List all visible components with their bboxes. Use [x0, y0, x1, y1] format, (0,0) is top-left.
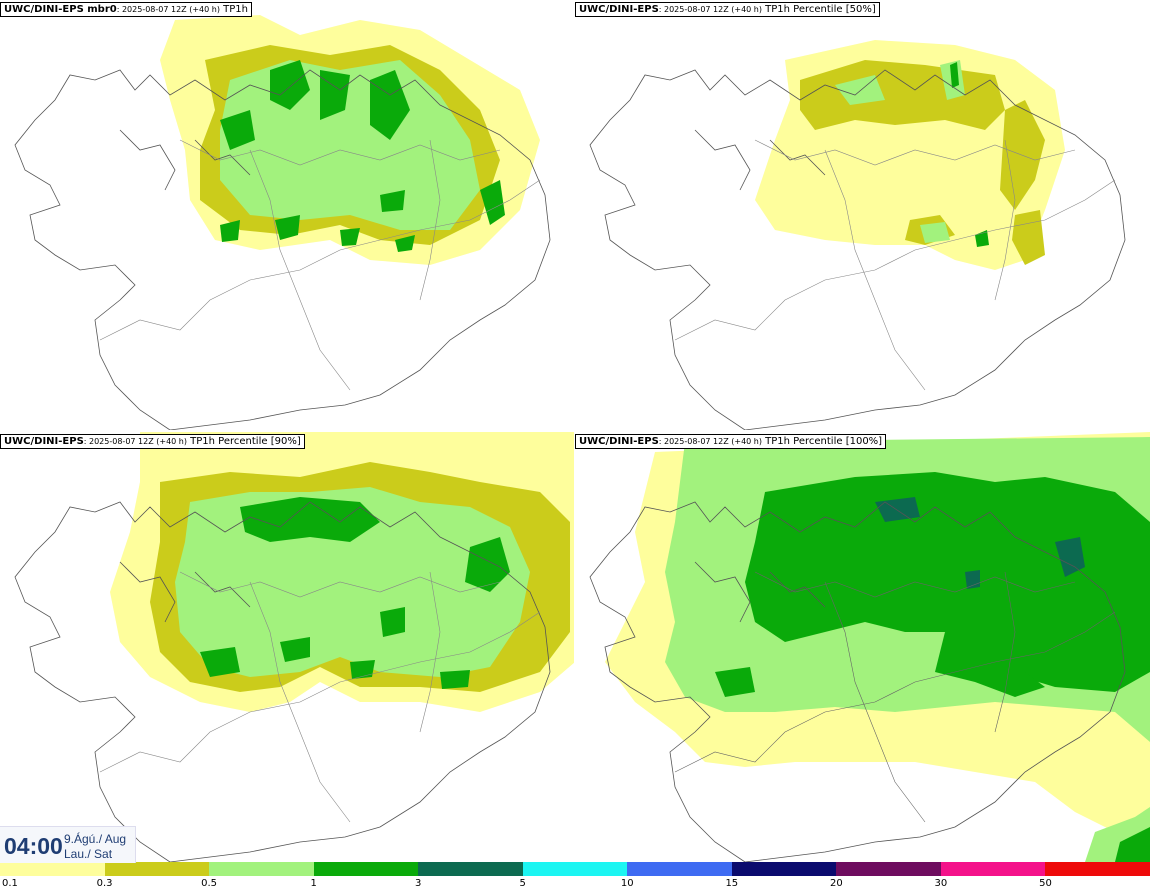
panel-divider: [0, 430, 1150, 432]
coastline: [589, 69, 1126, 430]
legend-ticks: 0.1 0.3 0.5 1 3 5 10 15 20 30 50: [0, 876, 1150, 891]
legend-swatch: [940, 862, 1046, 876]
legend-tick-label: 0.3: [96, 878, 113, 889]
precipitation-map: [589, 432, 1150, 862]
roads: [99, 139, 541, 391]
legend-tick-label: 20: [829, 878, 843, 889]
legend-tick-label: 1: [310, 878, 317, 889]
legend-tick-label: 30: [934, 878, 948, 889]
roads: [674, 139, 1116, 391]
map-panel-p90: UWC/DINI-EPS: 2025-08-07 12Z (+40 h) TP1…: [0, 432, 575, 862]
legend-tick-label: 10: [620, 878, 634, 889]
roads: [99, 571, 541, 823]
panel-title: UWC/DINI-EPS: 2025-08-07 12Z (+40 h) TP1…: [575, 434, 887, 449]
coastline: [14, 69, 551, 430]
precipitation-map: [14, 432, 575, 862]
valid-day: Lau./ Sat: [64, 847, 113, 861]
precipitation-map: [589, 40, 1126, 430]
panel-title: UWC/DINI-EPS mbr0: 2025-08-07 12Z (+40 h…: [0, 2, 252, 17]
precip-field: [160, 15, 540, 265]
coastline: [14, 501, 551, 862]
legend-tick-label: 5: [519, 878, 526, 889]
roads: [674, 571, 1116, 823]
legend-swatch: [104, 862, 210, 876]
legend-swatch: [418, 862, 523, 876]
panel-title: UWC/DINI-EPS: 2025-08-07 12Z (+40 h) TP1…: [575, 2, 880, 17]
precip-legend: 0.1 0.3 0.5 1 3 5 10 15 20 30 50: [0, 862, 1150, 891]
legend-swatch: [313, 862, 419, 876]
panel-title: UWC/DINI-EPS: 2025-08-07 12Z (+40 h) TP1…: [0, 434, 305, 449]
legend-swatch: [836, 862, 941, 876]
map-panel-p50: UWC/DINI-EPS: 2025-08-07 12Z (+40 h) TP1…: [575, 0, 1150, 430]
legend-tick-label: 50: [1039, 878, 1052, 889]
precipitation-map: [14, 15, 551, 430]
legend-swatch: [522, 862, 628, 876]
valid-hour: 04:00: [4, 833, 63, 859]
coastline: [589, 501, 1126, 862]
precip-field: [605, 432, 1150, 862]
legend-swatch: [209, 862, 314, 876]
legend-swatches: [0, 862, 1150, 876]
map-panel-p100: UWC/DINI-EPS: 2025-08-07 12Z (+40 h) TP1…: [575, 432, 1150, 862]
legend-swatch: [731, 862, 837, 876]
legend-swatch: [0, 862, 105, 876]
legend-tick-label: 0.1: [2, 878, 18, 889]
precip-field: [755, 40, 1065, 270]
valid-time-box: 04:00 9.Ágú./ Aug Lau./ Sat: [0, 826, 136, 863]
precip-field: [110, 432, 575, 712]
legend-tick-label: 3: [414, 878, 422, 889]
legend-tick-label: 15: [725, 878, 739, 889]
map-panel-mbr0: UWC/DINI-EPS mbr0: 2025-08-07 12Z (+40 h…: [0, 0, 575, 430]
legend-swatch: [1045, 862, 1150, 876]
legend-swatch: [627, 862, 732, 876]
valid-date: 9.Ágú./ Aug: [64, 832, 127, 846]
legend-tick-label: 0.5: [201, 878, 218, 889]
